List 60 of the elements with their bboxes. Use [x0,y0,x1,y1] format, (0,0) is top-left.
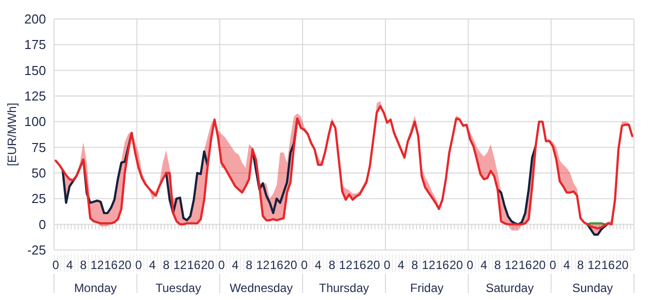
x-tick-label: 4 [66,258,74,272]
x-tick-label: 20 [450,258,464,272]
x-tick-label: 12 [173,258,188,272]
x-tick-label: 20 [284,258,298,272]
y-axis-title: [EUR/MWh] [5,102,19,166]
x-tick-label: 16 [187,258,201,272]
x-tick-label: 8 [494,258,502,272]
text: Monday [74,281,117,295]
y-tick-label: 50 [32,166,46,181]
x-tick-label: 12 [339,258,353,272]
y-tick-label: 25 [32,191,46,206]
text: Saturday [486,281,534,295]
x-tick-label: 16 [270,258,284,272]
x-tick-label: 8 [80,258,87,272]
x-tick-label: 16 [436,258,450,272]
y-tick-label: 100 [24,114,46,130]
x-tick-label: 20 [532,258,546,272]
x-tick-label: 8 [246,258,253,272]
x-tick-label: 12 [422,258,436,272]
y-tick-label: 75 [32,140,46,155]
x-tick-label: 0 [300,258,308,272]
x-tick-label: 4 [314,258,322,272]
x-tick-label: 0 [135,258,142,272]
y-tick-label: 150 [24,62,46,78]
x-tick-label: 12 [504,258,518,272]
y-tick-label: 200 [24,12,46,27]
x-tick-label: 0 [550,258,557,272]
y-tick-label: 0 [38,216,46,232]
x-tick-label: 16 [601,258,616,272]
x-tick-label: 0 [52,258,60,272]
x-tick-label: 16 [518,258,532,272]
x-tick-label: 16 [104,258,118,272]
x-tick-label: 4 [563,258,570,272]
x-tick-label: 4 [398,258,405,272]
x-tick-label: 8 [577,258,584,272]
x-tick-label: 4 [149,258,156,272]
y-tick-label: -25 [27,242,46,258]
x-tick-label: 20 [615,258,629,272]
y-tick-label: 125 [24,88,46,104]
text: Wednesday [230,281,293,295]
x-tick-label: 4 [232,258,239,272]
x-tick-label: 20 [200,258,215,272]
x-tick-label: 8 [328,258,336,272]
text: Thursday [318,281,370,295]
x-tick-label: 12 [90,258,104,272]
x-tick-label: 0 [384,258,391,272]
x-tick-label: 20 [366,258,380,272]
x-tick-label: 8 [162,258,170,272]
x-tick-label: 0 [218,258,226,272]
x-tick-label: 0 [466,258,474,272]
x-tick-label: 20 [118,258,132,272]
y-tick-label: 175 [24,37,46,52]
text: Friday [410,281,444,295]
text: Tuesday [155,281,202,295]
x-tick-label: 4 [480,258,488,272]
x-tick-label: 16 [352,258,367,272]
x-tick-label: 12 [588,258,602,272]
text: Sunday [572,281,613,295]
x-tick-label: 8 [411,258,418,272]
x-tick-label: 12 [256,258,270,272]
